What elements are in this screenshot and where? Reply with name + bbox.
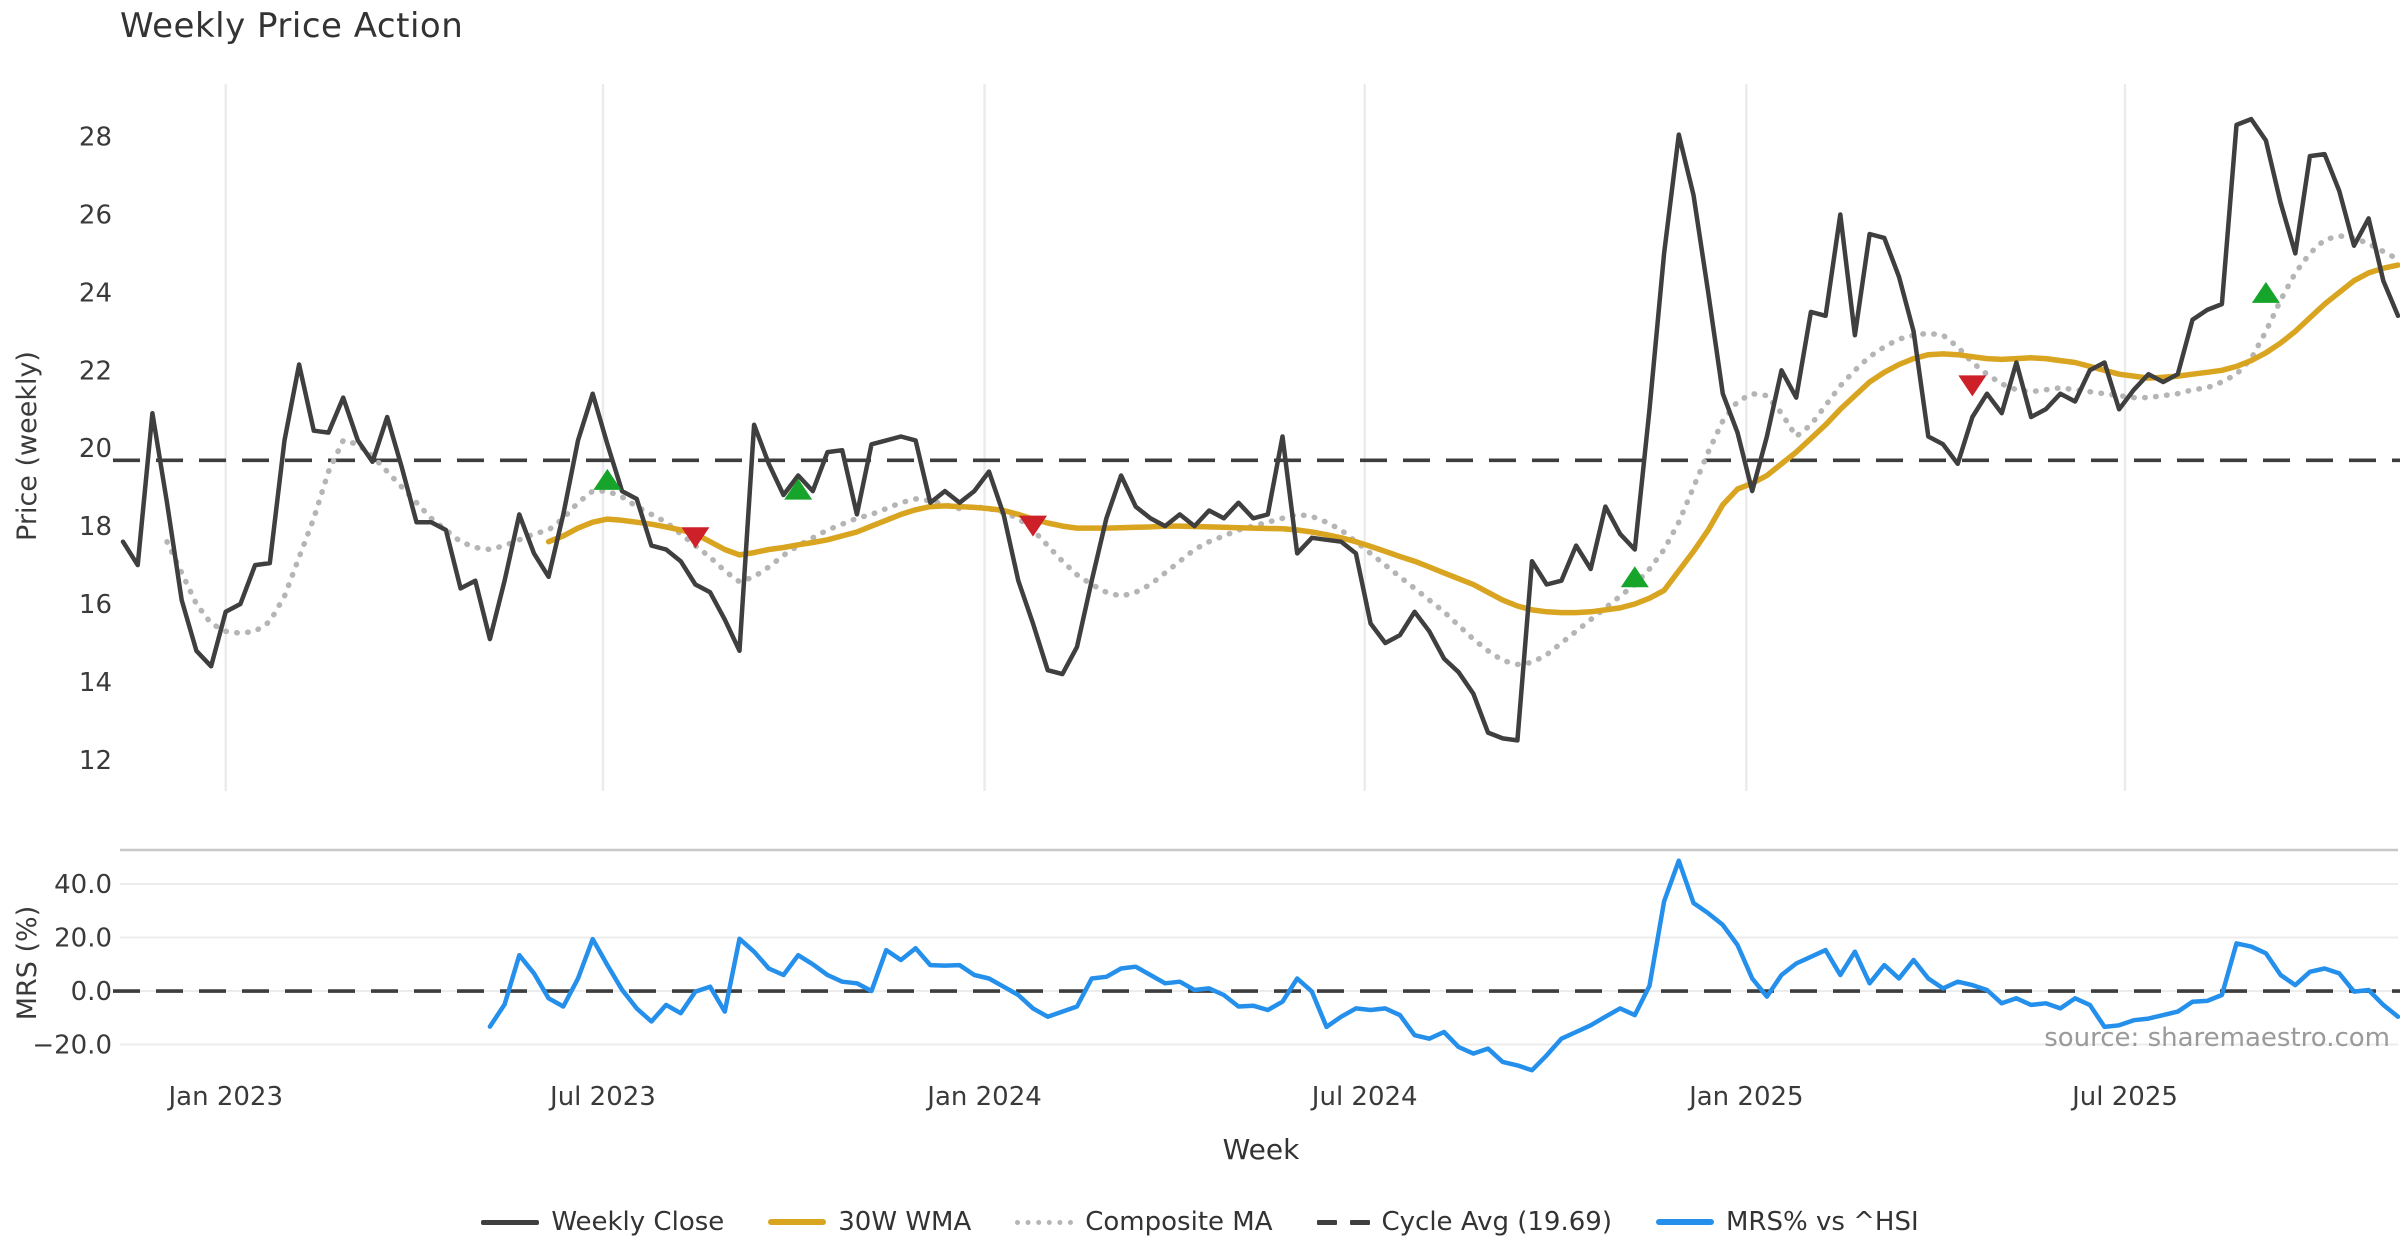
x-tick-label: Jul 2023 xyxy=(548,1082,656,1112)
page-title: Weekly Price Action xyxy=(120,6,464,46)
buy-signal-triangle-icon xyxy=(593,468,622,490)
y-tick-label: 40.0 xyxy=(54,870,112,900)
legend-label: 30W WMA xyxy=(838,1207,972,1237)
y-tick-label: 26 xyxy=(79,200,112,230)
y-tick-label: 0.0 xyxy=(71,977,112,1007)
y-tick-label: 28 xyxy=(79,123,112,153)
buy-signal-triangle-icon xyxy=(1620,566,1649,588)
series-weekly_close xyxy=(120,116,2400,743)
chart-legend: Weekly Close 30W WMA Composite MA Cycle … xyxy=(0,1207,2400,1237)
y-tick-label: 14 xyxy=(79,668,112,698)
sell-signal-triangle-icon xyxy=(681,527,710,549)
dash-segment xyxy=(1316,1219,1337,1225)
cycle-avg-dashed-swatch-icon xyxy=(1316,1219,1370,1225)
legend-item-30w-wma: 30W WMA xyxy=(768,1207,971,1237)
legend-item-weekly-close: Weekly Close xyxy=(481,1207,724,1237)
x-tick-label: Jan 2024 xyxy=(925,1082,1042,1112)
chart-series xyxy=(113,116,2400,1073)
legend-item-mrs: MRS% vs ^HSI xyxy=(1655,1207,1919,1237)
composite-ma-dotted-swatch-icon xyxy=(1015,1219,1074,1225)
series-mrs xyxy=(487,858,2400,1073)
x-tick-label: Jul 2025 xyxy=(2070,1082,2178,1112)
source-watermark: source: sharemaestro.com xyxy=(2044,1023,2390,1053)
x-tick-label: Jan 2023 xyxy=(166,1082,283,1112)
y-tick-label: 18 xyxy=(79,512,112,542)
y-tick-label: 20.0 xyxy=(54,924,112,954)
legend-label: MRS% vs ^HSI xyxy=(1725,1207,1919,1237)
legend-label: Cycle Avg (19.69) xyxy=(1381,1207,1612,1237)
y-tick-label: −20.0 xyxy=(32,1031,112,1061)
mrs-axis-title: MRS (%) xyxy=(12,906,43,1021)
x-tick-label: Jul 2024 xyxy=(1310,1082,1418,1112)
y-tick-label: 20 xyxy=(79,434,112,464)
price-axis-title: Price (weekly) xyxy=(12,351,43,541)
y-tick-label: 22 xyxy=(79,356,112,386)
gridlines xyxy=(120,84,2398,1046)
x-axis-title: Week xyxy=(1223,1133,1300,1166)
y-tick-label: 24 xyxy=(79,278,112,308)
series-wma30 xyxy=(545,262,2400,616)
dash-segment xyxy=(1349,1219,1370,1225)
x-tick-label: Jan 2025 xyxy=(1687,1082,1804,1112)
sell-signal-triangle-icon xyxy=(1019,515,1047,537)
mrs-line-swatch-icon xyxy=(1655,1219,1714,1225)
legend-label: Composite MA xyxy=(1085,1207,1273,1237)
axis-ticks: 28 26 24 22 20 18 16 14 12 40.0 20.0 0.0 −20.0 Jan 20… xyxy=(32,123,2178,1112)
buy-signal-triangle-icon xyxy=(2251,281,2280,303)
y-tick-label: 16 xyxy=(79,590,112,620)
signal-markers xyxy=(593,281,2280,588)
wma-line-swatch-icon xyxy=(768,1219,827,1225)
legend-item-cycle-avg: Cycle Avg (19.69) xyxy=(1316,1207,1612,1237)
legend-label: Weekly Close xyxy=(551,1207,725,1237)
weekly-close-line-swatch-icon xyxy=(481,1219,540,1225)
buy-signal-triangle-icon xyxy=(784,478,813,500)
sell-signal-triangle-icon xyxy=(1958,375,1987,397)
y-tick-label: 12 xyxy=(79,746,112,776)
legend-item-composite-ma: Composite MA xyxy=(1015,1207,1273,1237)
